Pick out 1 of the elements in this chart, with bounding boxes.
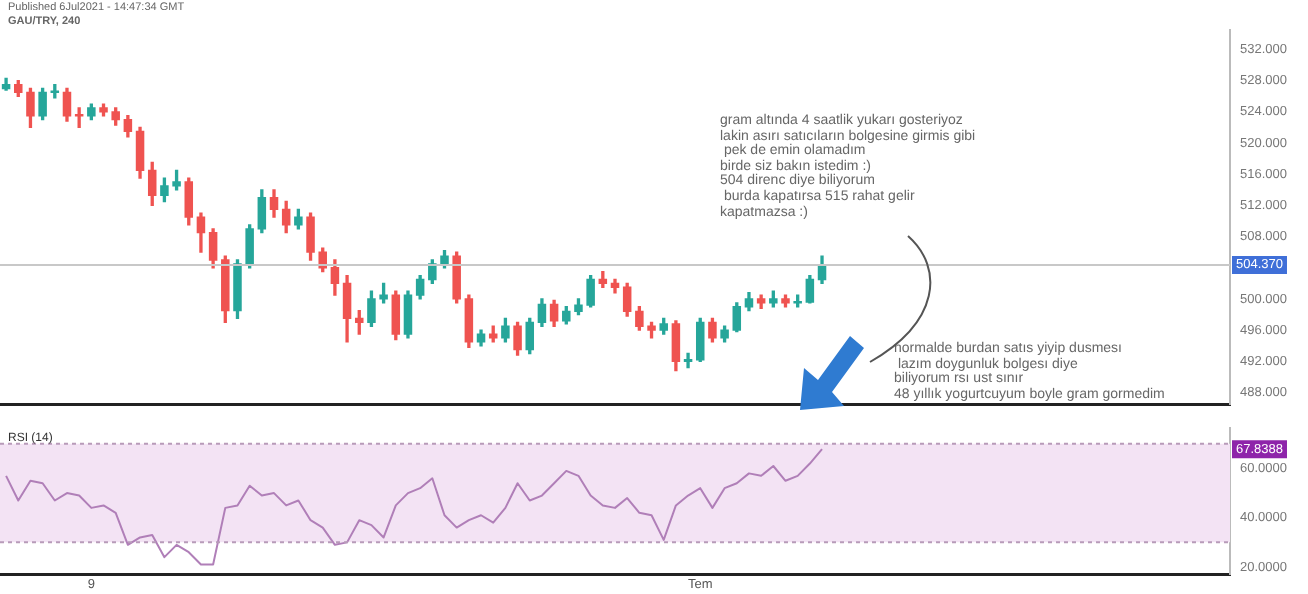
candlestick (683, 352, 693, 369)
